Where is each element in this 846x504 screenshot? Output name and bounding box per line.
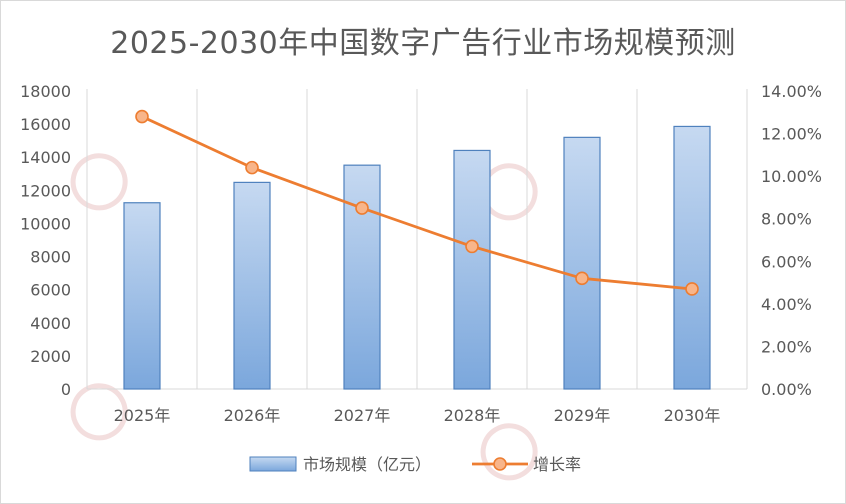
y-tick-label: 2000 (30, 347, 71, 366)
y-tick-label: 6000 (30, 281, 71, 300)
x-tick-label: 2029年 (554, 406, 611, 425)
watermark-logo (70, 383, 128, 441)
y2-tick-label: 6.00% (761, 252, 812, 271)
x-tick-label: 2030年 (664, 406, 721, 425)
x-tick-label: 2026年 (224, 406, 281, 425)
bar (233, 181, 271, 390)
y2-tick-label: 12.00% (761, 125, 822, 144)
y-axis-left: 0 2000 4000 6000 8000 10000 12000 14000 16000 180… (20, 82, 71, 399)
bar (123, 202, 161, 390)
growth-line (141, 115, 693, 291)
legend-bar-swatch (249, 456, 297, 472)
y-tick-label: 18000 (20, 82, 71, 101)
grid-lines (86, 89, 748, 390)
legend: 市场规模（亿元） 增长率 (249, 455, 581, 474)
bar (673, 125, 711, 390)
watermark-logo (70, 153, 128, 211)
y-tick-label: 14000 (20, 148, 71, 167)
x-axis: 2025年 2026年 2027年 2028年 2029年 2030年 (114, 406, 721, 425)
line-point (135, 109, 149, 124)
y2-tick-label: 4.00% (761, 295, 812, 314)
chart-title: 2025-2030年中国数字广告行业市场规模预测 (110, 26, 736, 61)
line-series (135, 109, 699, 296)
bar (453, 149, 491, 390)
y-tick-label: 4000 (30, 314, 71, 333)
y2-tick-label: 14.00% (761, 82, 822, 101)
line-point (245, 160, 259, 175)
legend-label-line: 增长率 (533, 455, 581, 474)
y-tick-label: 12000 (20, 181, 71, 200)
watermark-logo (480, 423, 538, 481)
line-point (575, 271, 589, 286)
y-tick-label: 0 (61, 380, 71, 399)
x-tick-label: 2027年 (334, 406, 391, 425)
line-point (685, 282, 699, 296)
y2-tick-label: 2.00% (761, 337, 812, 356)
y2-tick-label: 8.00% (761, 210, 812, 229)
legend-label-bar: 市场规模（亿元） (303, 455, 431, 474)
bar (563, 136, 601, 390)
y-tick-label: 8000 (30, 248, 71, 267)
x-tick-label: 2025年 (114, 406, 171, 425)
y-tick-label: 10000 (20, 214, 71, 233)
y2-tick-label: 0.00% (761, 380, 812, 399)
y2-tick-label: 10.00% (761, 167, 822, 186)
watermark-stamp (70, 153, 128, 211)
y-tick-label: 16000 (20, 115, 71, 134)
x-tick-label: 2028年 (444, 406, 501, 425)
watermark-stamp (480, 423, 538, 481)
line-point (465, 239, 479, 254)
legend-line-marker (493, 457, 507, 471)
bar (343, 164, 381, 390)
watermark-stamp (70, 383, 128, 441)
line-point (355, 201, 369, 215)
y-axis-right: 0.00% 2.00% 4.00% 6.00% 8.00% 10.00% 12.00% 14.… (761, 82, 822, 399)
